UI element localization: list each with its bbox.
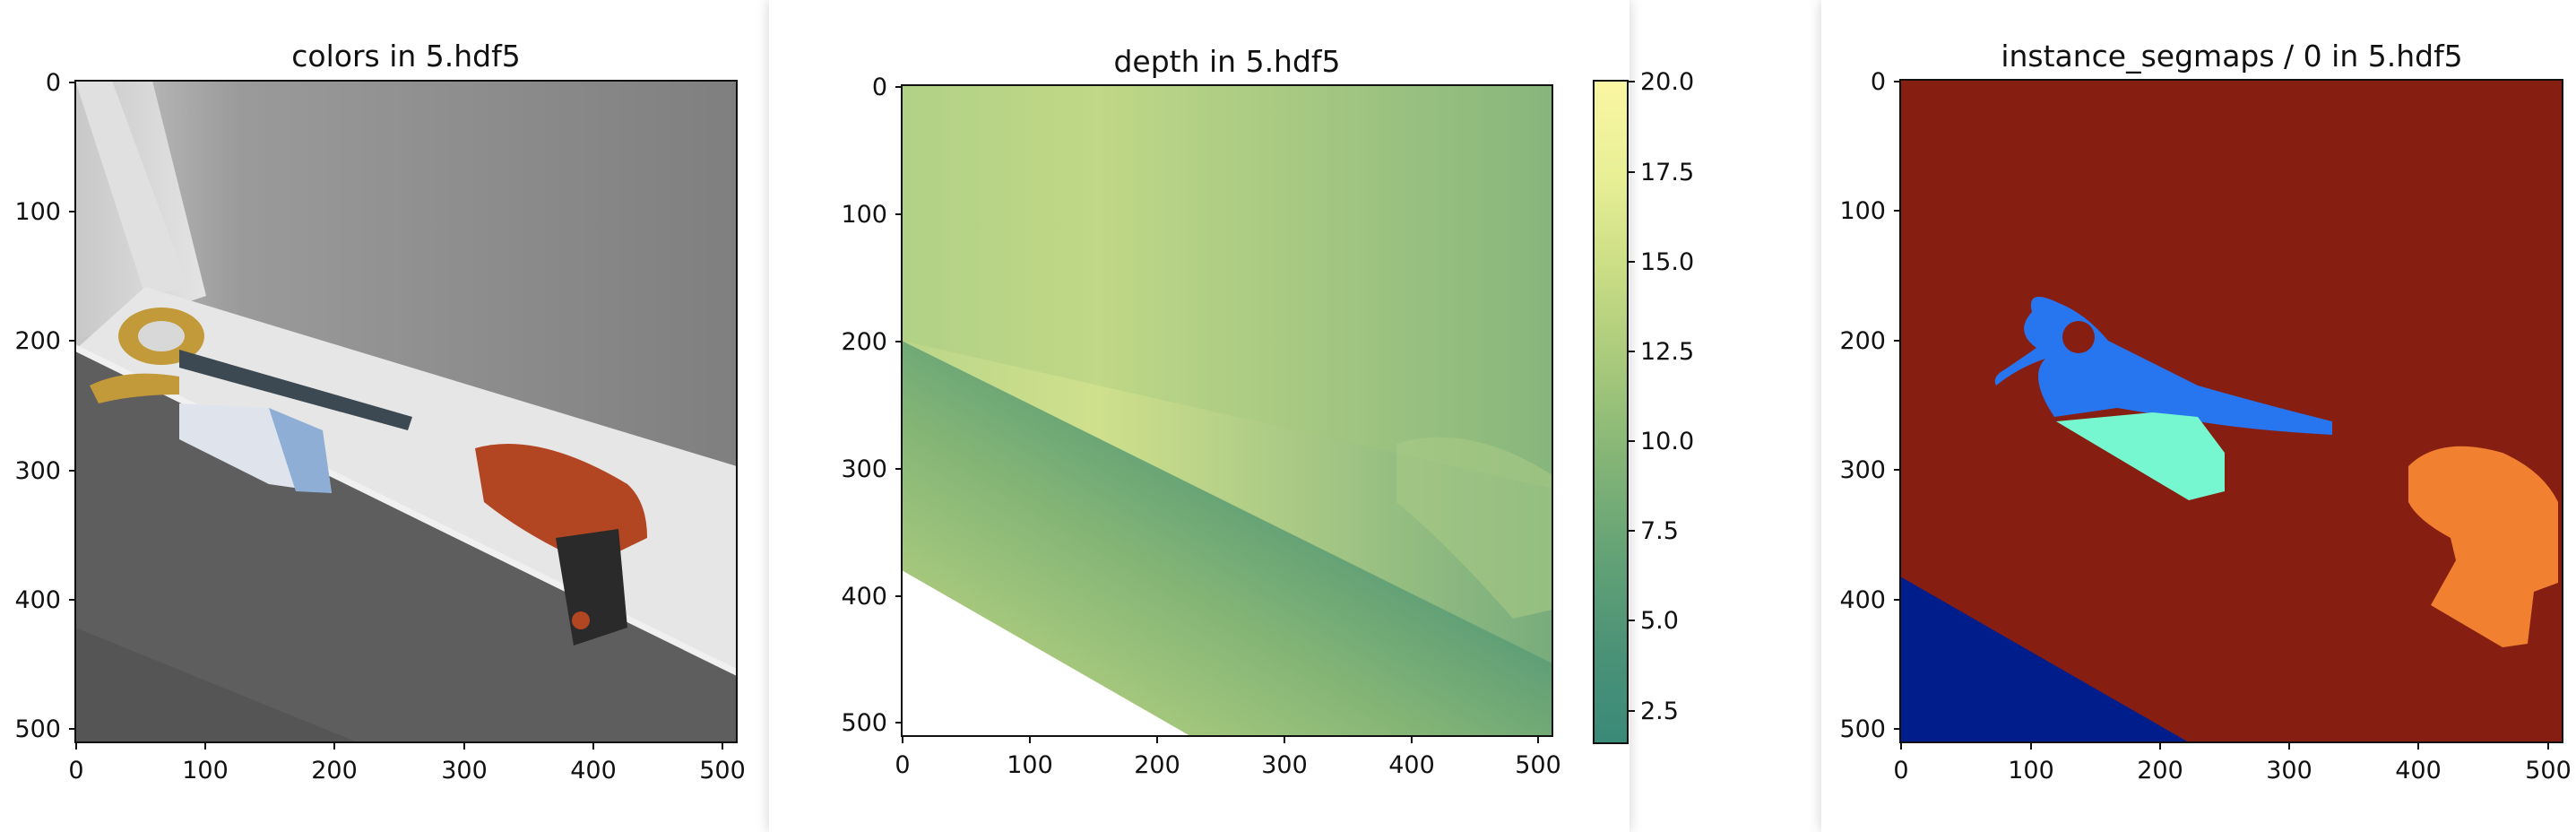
depth-y-axis: 0 100 200 300 400 500 [841, 74, 902, 737]
segmap-figure: instance_segmaps / 0 in 5.hdf5 0 100 200… [1839, 39, 2572, 784]
depth-figure: depth in 5.hdf5 0 100 200 300 400 500 [841, 44, 1629, 779]
depth-colorbar-ticks: 20.0 17.5 15.0 12.5 10.0 7.5 5.0 2.5 [1628, 68, 1694, 725]
colorbar-tick-label: 15.0 [1640, 248, 1694, 276]
x-tick-label: 300 [2266, 757, 2312, 784]
colors-x-axis: 0 100 200 300 400 500 [68, 742, 746, 784]
colors-title: colors in 5.hdf5 [291, 39, 520, 74]
colors-image [75, 81, 737, 742]
y-tick-label: 400 [841, 583, 887, 611]
x-tick-label: 100 [1007, 751, 1053, 779]
x-tick-label: 300 [441, 757, 488, 784]
colorbar-tick-label: 12.5 [1640, 338, 1694, 366]
depth-x-axis: 0 100 200 300 400 500 [895, 736, 1561, 779]
colors-y-axis: 0 100 200 300 400 500 [14, 69, 75, 743]
colorbar-tick-label: 7.5 [1640, 517, 1679, 545]
segmap-title: instance_segmaps / 0 in 5.hdf5 [2001, 39, 2462, 74]
colorbar-tick-label: 17.5 [1640, 159, 1694, 186]
x-tick-label: 200 [1134, 751, 1180, 779]
depth-image [902, 85, 1552, 736]
y-tick-label: 500 [14, 715, 61, 743]
y-tick-label: 100 [14, 198, 61, 226]
y-tick-label: 300 [841, 455, 887, 483]
x-tick-label: 100 [182, 757, 229, 784]
x-tick-label: 0 [68, 757, 83, 784]
x-tick-label: 100 [2008, 757, 2054, 784]
segmap-image [1900, 80, 2563, 742]
x-tick-label: 300 [1261, 751, 1308, 779]
x-tick-label: 200 [2137, 757, 2183, 784]
y-tick-label: 100 [1839, 197, 1886, 225]
x-tick-label: 200 [311, 757, 358, 784]
x-tick-label: 500 [699, 757, 746, 784]
colors-figure: colors in 5.hdf5 [14, 39, 746, 784]
x-tick-label: 0 [895, 751, 910, 779]
segment-drill [2408, 446, 2558, 647]
y-tick-label: 200 [841, 328, 887, 356]
y-tick-label: 300 [14, 457, 61, 485]
segmap-y-axis: 0 100 200 300 400 500 [1839, 68, 1900, 743]
y-tick-label: 400 [14, 586, 61, 614]
x-tick-label: 0 [1893, 757, 1908, 784]
y-tick-label: 0 [872, 74, 887, 101]
segment-tape [2056, 412, 2225, 500]
colorbar-tick-label: 10.0 [1640, 428, 1694, 455]
y-tick-label: 200 [1839, 327, 1886, 355]
segmap-window: instance_segmaps / 0 in 5.hdf5 0 100 200… [1821, 0, 2576, 832]
depth-colorbar [1593, 80, 1629, 744]
y-tick-label: 0 [1871, 68, 1886, 96]
colorbar-tick-label: 20.0 [1640, 68, 1694, 96]
x-tick-label: 500 [1515, 751, 1561, 779]
y-tick-label: 400 [1839, 586, 1886, 614]
colorbar-tick-label: 2.5 [1640, 698, 1679, 725]
depth-title: depth in 5.hdf5 [1113, 44, 1340, 79]
y-tick-label: 0 [46, 69, 61, 97]
segmap-x-axis: 0 100 200 300 400 500 [1893, 742, 2572, 784]
x-tick-label: 500 [2525, 757, 2572, 784]
y-tick-label: 200 [14, 327, 61, 355]
x-tick-label: 400 [1388, 751, 1435, 779]
y-tick-label: 500 [841, 709, 887, 737]
segment-floor [1900, 576, 2189, 742]
colorbar-tick-label: 5.0 [1640, 607, 1679, 635]
segment-scissors-hole [2062, 321, 2095, 353]
y-tick-label: 300 [1839, 456, 1886, 484]
colors-window: colors in 5.hdf5 [0, 0, 771, 832]
x-tick-label: 400 [570, 757, 617, 784]
depth-window: depth in 5.hdf5 0 100 200 300 400 500 [769, 0, 1629, 832]
x-tick-label: 400 [2395, 757, 2442, 784]
y-tick-label: 500 [1839, 715, 1886, 743]
y-tick-label: 100 [841, 201, 887, 229]
